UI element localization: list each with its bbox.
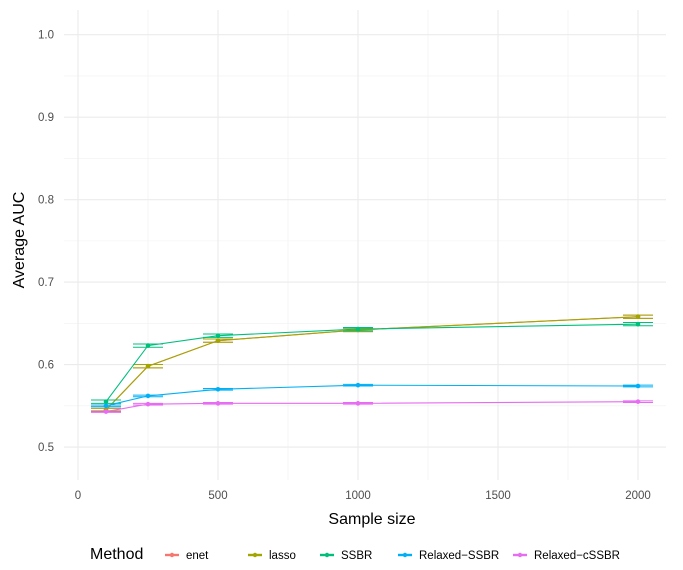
series-relaxed-cssbr xyxy=(91,399,653,414)
grid-minor xyxy=(64,10,666,480)
legend-label: Relaxed−SSBR xyxy=(419,550,499,562)
y-tick-label: 1.0 xyxy=(38,30,54,42)
data-point xyxy=(355,401,361,406)
data-point xyxy=(103,399,109,404)
data-point xyxy=(103,403,109,409)
legend-label: SSBR xyxy=(341,550,372,562)
data-point xyxy=(635,399,641,404)
x-tick-label: 2000 xyxy=(625,490,651,502)
series-relaxed-ssbr xyxy=(91,382,653,409)
legend-key-point xyxy=(252,552,258,558)
legend-item-ssbr: SSBR xyxy=(320,550,372,562)
legend-key-point xyxy=(402,552,408,558)
data-point xyxy=(145,363,151,369)
x-tick-labels: 0 500 1000 1500 2000 xyxy=(75,490,651,502)
legend-title: Method xyxy=(90,546,143,563)
data-point xyxy=(635,314,641,320)
legend-item-lasso: lasso xyxy=(248,550,296,562)
x-tick-label: 1500 xyxy=(485,490,511,502)
y-axis-title: Average AUC xyxy=(11,192,28,289)
legend-key-point xyxy=(169,552,175,558)
data-point xyxy=(145,343,151,348)
legend-label: lasso xyxy=(269,550,296,562)
data-point xyxy=(145,393,151,399)
data-point xyxy=(215,333,221,339)
legend-item-relaxed-ssbr: Relaxed−SSBR xyxy=(398,550,499,562)
data-point xyxy=(635,321,641,327)
series-layer xyxy=(91,314,653,414)
legend-key-point xyxy=(324,552,330,558)
legend: Method enet lasso SSBR Relaxed−SSBR Relaxed−… xyxy=(90,546,620,563)
legend-item-relaxed-cssbr: Relaxed−cSSBR xyxy=(513,550,620,562)
y-tick-label: 0.6 xyxy=(38,360,54,372)
legend-label: Relaxed−cSSBR xyxy=(534,550,620,562)
y-tick-label: 0.5 xyxy=(38,442,54,454)
legend-label: enet xyxy=(186,550,209,562)
series-lasso xyxy=(91,314,653,413)
data-point xyxy=(635,383,641,389)
y-tick-label: 0.9 xyxy=(38,112,54,124)
data-point xyxy=(215,338,221,343)
data-point xyxy=(215,386,221,392)
data-point xyxy=(103,409,109,414)
data-point xyxy=(355,382,361,388)
series-ssbr xyxy=(91,321,653,404)
data-point xyxy=(355,326,361,332)
x-tick-label: 1000 xyxy=(345,490,371,502)
legend-key-point xyxy=(517,552,523,558)
legend-item-enet: enet xyxy=(165,550,209,562)
x-axis-title: Sample size xyxy=(328,511,415,528)
data-point xyxy=(215,401,221,406)
y-tick-label: 0.7 xyxy=(38,277,54,289)
legend-items: enet lasso SSBR Relaxed−SSBR Relaxed−cSSBR xyxy=(165,550,620,562)
y-tick-labels: 0.5 0.6 0.7 0.8 0.9 1.0 xyxy=(38,30,54,454)
x-tick-label: 500 xyxy=(208,490,227,502)
x-tick-label: 0 xyxy=(75,490,81,502)
data-point xyxy=(145,401,151,407)
y-tick-label: 0.8 xyxy=(38,195,54,207)
